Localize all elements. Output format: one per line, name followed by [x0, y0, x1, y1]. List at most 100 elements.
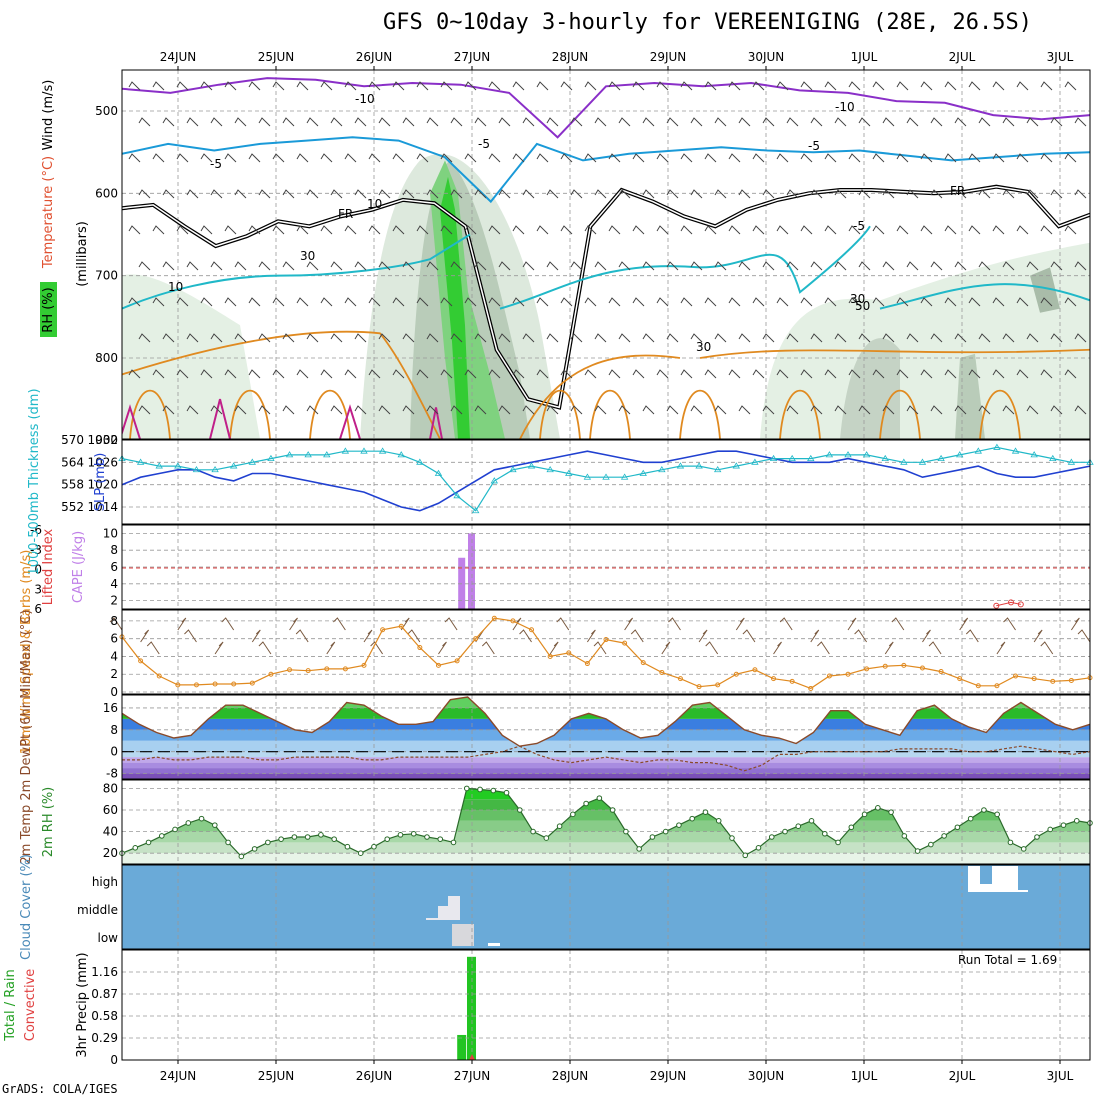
panel-frame — [121, 69, 1091, 440]
thickness-point — [285, 451, 294, 458]
y-tick-label: 40 — [103, 825, 118, 839]
high-cloud — [955, 866, 1028, 892]
wind-speed-point — [696, 684, 702, 690]
rh-point — [835, 839, 841, 846]
rh-band — [122, 810, 1090, 821]
wind-speed-point — [752, 667, 758, 673]
temp-axis-title: 2m Temp 2m DewPt (6hr Min/Max) (°C) — [19, 610, 34, 865]
rh-point — [782, 828, 788, 835]
wind-barbs — [128, 81, 1087, 415]
thickness-point — [136, 458, 145, 465]
wind-speed-point — [677, 676, 683, 682]
temp-band — [122, 773, 1090, 779]
thickness-point — [918, 458, 927, 465]
rh-area — [840, 338, 900, 439]
rh-point — [357, 850, 364, 857]
panel-frame — [121, 439, 1091, 525]
y-tick-label: 0.87 — [91, 987, 118, 1001]
rh-point — [331, 836, 337, 842]
rh-point — [702, 809, 709, 815]
wind-speed-point — [175, 682, 181, 688]
wind-speed-point — [435, 662, 441, 668]
rh-band — [122, 853, 1090, 864]
temp-band — [122, 718, 1090, 730]
thickness-point — [788, 454, 796, 462]
minus10-isotherm — [122, 77, 1090, 139]
date-label-top: 24JUN — [160, 50, 197, 64]
cape-bar — [468, 533, 475, 609]
rh-point — [967, 815, 974, 822]
rh-area — [760, 242, 1090, 439]
temp-band — [122, 768, 1090, 774]
wind-speed-point — [603, 637, 609, 643]
y-tick-label: low — [98, 931, 119, 945]
thickness-line — [121, 446, 1090, 512]
wind-speed-point — [584, 661, 590, 667]
wind-speed-point — [640, 660, 646, 666]
rh-point — [517, 807, 523, 813]
wind-speed-point — [957, 676, 963, 682]
thickness-point — [174, 462, 182, 469]
wind-speed-point — [454, 658, 460, 664]
date-label-bottom: 28JUN — [552, 1069, 589, 1083]
lifted-index-point — [1008, 599, 1014, 606]
wind-speed-point — [938, 669, 944, 675]
thickness-point — [676, 462, 685, 469]
y-tick-label: 20 — [103, 846, 118, 860]
date-label-bottom: 24JUN — [160, 1069, 197, 1083]
rh-point — [570, 811, 576, 818]
rh-point — [265, 839, 271, 846]
rh-point — [901, 833, 908, 839]
date-label-top: 29JUN — [650, 50, 687, 64]
thickness-point — [769, 454, 778, 462]
date-label-top: 27JUN — [454, 50, 491, 64]
cape-axis-title: CAPE (J/kg) — [71, 531, 86, 603]
thickness-point — [937, 454, 945, 462]
rh-point — [954, 824, 961, 831]
panel-frame — [121, 694, 1091, 780]
rh-bands — [122, 788, 1090, 864]
y-tick-label: 700 — [95, 269, 118, 283]
temp-band — [122, 729, 1090, 741]
contour-label: -5 — [808, 139, 820, 153]
thickness-point — [807, 454, 815, 462]
thickness-point — [1067, 458, 1076, 465]
thickness-point — [602, 473, 610, 480]
lifted-index-axis-title: Lifted Index — [41, 528, 56, 605]
wind-speed-point — [212, 681, 218, 687]
rh-point — [755, 845, 762, 851]
wind-speed-point — [529, 627, 535, 633]
thickness-point — [509, 466, 517, 473]
surface-wind-barbs — [109, 617, 1091, 655]
thickness-point — [900, 458, 908, 465]
temp-band — [122, 740, 1090, 752]
lifted-index-line — [996, 601, 1021, 607]
thickness-point — [751, 458, 759, 465]
y-tick-label: -3 — [30, 543, 42, 557]
y-tick-label: 8 — [110, 723, 118, 737]
thickness-point — [732, 462, 741, 469]
date-label-bottom: 30JUN — [748, 1069, 785, 1083]
y-tick-label: 2 — [110, 667, 118, 681]
y-tick-label: 8 — [110, 614, 118, 628]
precip-bar — [457, 1034, 467, 1060]
panel-frame — [121, 864, 1091, 950]
wind-speed-point — [771, 676, 777, 682]
rh-point — [424, 834, 430, 840]
rh-point — [1007, 839, 1014, 846]
thickness-point — [620, 473, 629, 480]
rh-axis-title: RH (%) — [41, 287, 56, 332]
rh-point — [503, 789, 510, 796]
panel-frame — [121, 779, 1091, 865]
rh-band — [122, 831, 1090, 843]
y-tick-label: 800 — [95, 351, 118, 365]
contour-label: FR — [338, 207, 353, 221]
thickness-point — [304, 451, 312, 458]
temperature-axis-title: Temperature (°C) — [41, 156, 56, 269]
thickness-point — [881, 454, 889, 462]
wind-speed-point — [324, 666, 330, 672]
rh-point — [477, 786, 483, 793]
y-tick-label: 3 — [34, 582, 42, 596]
y-tick-label: 6 — [110, 632, 118, 646]
rh-point — [145, 839, 152, 846]
